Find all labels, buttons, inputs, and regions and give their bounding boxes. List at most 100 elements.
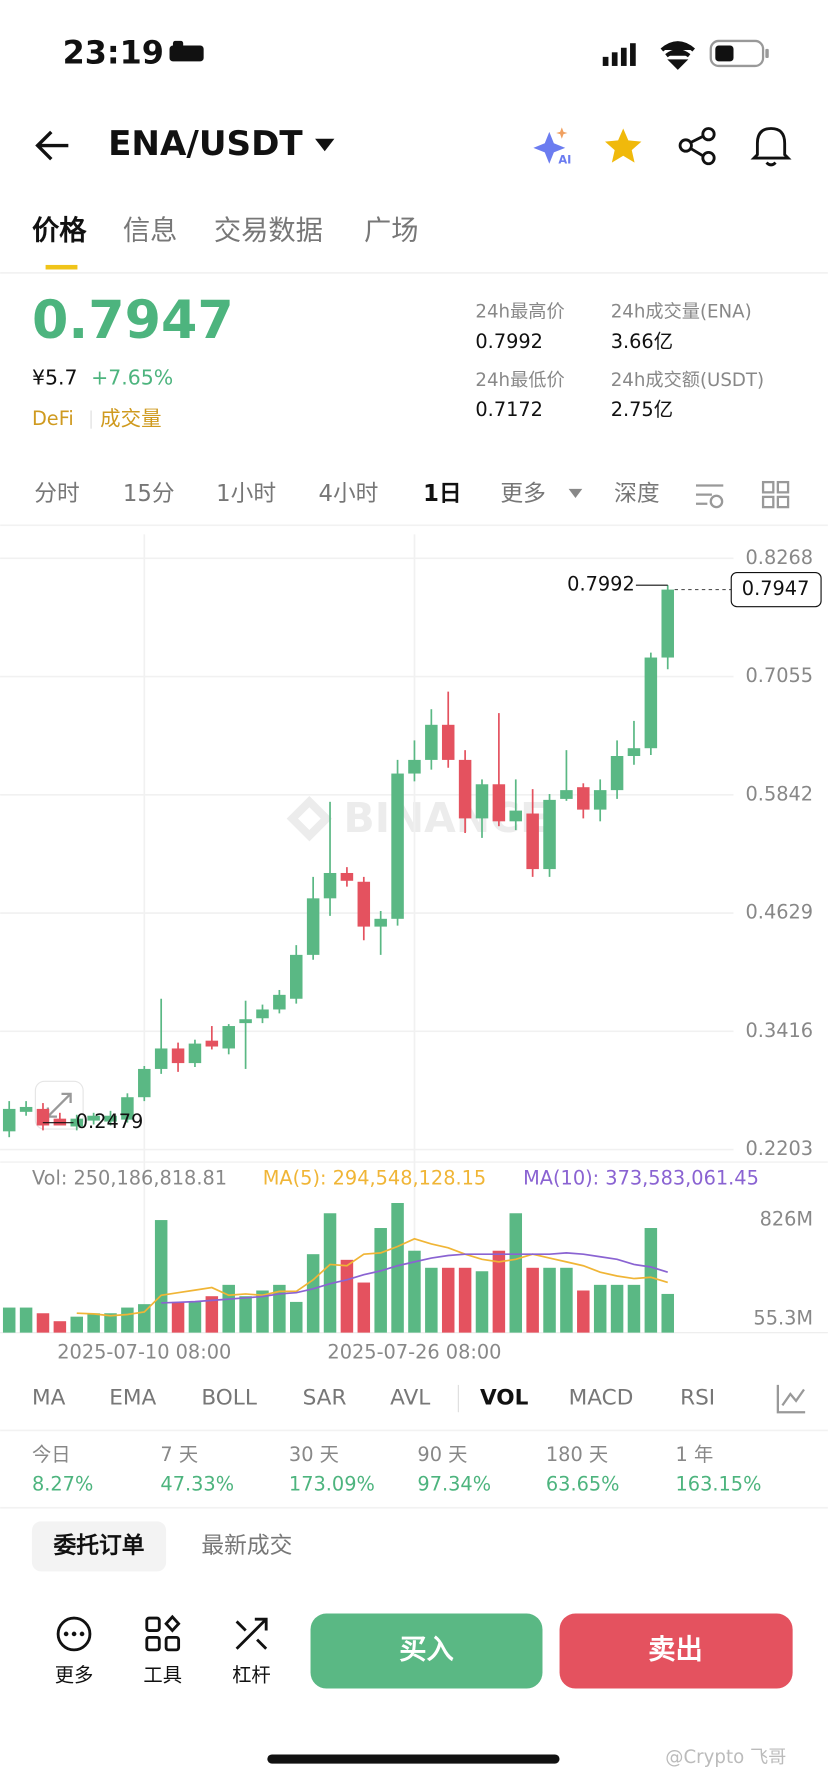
buy-button[interactable] <box>310 1613 543 1689</box>
x-tick-label: 2025-07-26 08:00 <box>327 1341 501 1364</box>
more-icon[interactable] <box>56 1616 92 1652</box>
candle-body <box>36 1108 50 1126</box>
interval[interactable]: 更多 <box>500 481 545 507</box>
volume-bar <box>121 1307 134 1333</box>
y-tick-label: 0.4629 <box>746 901 814 924</box>
interval[interactable]: 分时 <box>34 481 79 507</box>
chart-settings-icon[interactable] <box>695 484 724 509</box>
indicator-tab[interactable]: AVL <box>390 1386 430 1411</box>
volume-bar <box>441 1267 455 1333</box>
volume-bar <box>273 1284 286 1333</box>
candle-body <box>492 784 506 822</box>
status-time: 23:19 <box>63 34 164 72</box>
volume-bar <box>2 1307 16 1333</box>
tools-icon[interactable] <box>145 1616 161 1632</box>
volume-bar <box>340 1259 354 1333</box>
interval[interactable]: 1日 <box>423 481 462 507</box>
volume-bar <box>509 1213 523 1333</box>
texts: 23:19 ENA/USDT 价格 信息 交易数据 广场 0.7947 ¥5.7 +7.65% D… <box>32 34 786 1768</box>
back-button[interactable] <box>35 130 69 161</box>
candle-body <box>526 813 539 870</box>
price-change: +7.65% <box>91 366 173 390</box>
share-node <box>678 138 693 153</box>
volume-bar <box>239 1296 252 1333</box>
volume-bar <box>205 1296 219 1333</box>
candle-body <box>543 799 556 870</box>
tab[interactable]: 价格 <box>32 215 87 246</box>
volume-bar <box>374 1228 387 1333</box>
layout-icon[interactable] <box>761 480 790 509</box>
indicator-tab[interactable]: MACD <box>569 1386 634 1411</box>
order-tab[interactable]: 最新成交 <box>201 1533 292 1559</box>
candle-body <box>87 1115 100 1121</box>
action-label[interactable]: 更多 <box>55 1664 94 1687</box>
indicator-tab[interactable]: RSI <box>680 1386 715 1411</box>
candle-body <box>475 784 489 819</box>
interval[interactable]: 15分 <box>123 481 175 507</box>
indicator-tab[interactable]: EMA <box>109 1386 156 1411</box>
indicator-tab[interactable]: MA <box>32 1386 66 1411</box>
period-label: 今日 <box>32 1443 71 1466</box>
tab[interactable]: 信息 <box>123 215 178 246</box>
leverage-icon[interactable] <box>235 1617 268 1650</box>
cny-price: ¥5.7 <box>32 366 78 390</box>
pair-dropdown[interactable] <box>315 138 335 152</box>
stat-value: 3.66亿 <box>611 330 673 353</box>
volume-bar <box>425 1267 438 1333</box>
action-label[interactable]: 杠杆 <box>232 1664 271 1687</box>
y-tick-label: 0.3416 <box>746 1019 814 1042</box>
buy-label[interactable]: 买入 <box>399 1635 454 1666</box>
indicator-tab[interactable]: BOLL <box>201 1386 257 1411</box>
settings-gear <box>709 494 724 509</box>
volume-bar <box>610 1284 624 1333</box>
candle-body <box>323 872 337 899</box>
period-label: 180 天 <box>546 1443 608 1466</box>
order-tab-active[interactable] <box>31 1521 167 1572</box>
volume-bar <box>577 1290 590 1333</box>
volume-bar <box>87 1313 100 1333</box>
pair-title[interactable]: ENA/USDT <box>108 124 303 164</box>
sell-button[interactable] <box>559 1613 793 1689</box>
volume-bar <box>222 1284 235 1333</box>
stat-label: 24h成交量(ENA) <box>611 302 752 323</box>
last-price-label: 0.7947 <box>742 577 810 600</box>
volume-bar <box>138 1304 151 1333</box>
action-label[interactable]: 工具 <box>143 1664 182 1687</box>
ai-badge: AI <box>558 152 571 166</box>
tab[interactable]: 广场 <box>364 215 419 246</box>
period-label: 30 天 <box>289 1443 339 1466</box>
favorite-star[interactable] <box>605 128 642 163</box>
sell-label[interactable]: 卖出 <box>648 1635 703 1666</box>
tag[interactable]: 成交量 <box>100 407 161 431</box>
candle-body <box>509 810 523 822</box>
candle-body <box>273 994 286 1010</box>
stat-label: 24h最高价 <box>475 302 564 323</box>
tab[interactable]: 交易数据 <box>214 215 323 246</box>
interval[interactable]: 1小时 <box>216 481 276 507</box>
order-tab[interactable]: 委托订单 <box>53 1533 145 1559</box>
indicator-tab[interactable]: SAR <box>303 1386 347 1411</box>
interval[interactable]: 深度 <box>614 481 659 507</box>
indicator-tab[interactable]: VOL <box>480 1386 529 1411</box>
period-label: 1 年 <box>676 1443 714 1466</box>
candle-body <box>154 1048 168 1069</box>
ai-icon[interactable]: AI <box>533 127 571 166</box>
alert-bell[interactable] <box>750 127 792 167</box>
candle-body <box>374 918 387 927</box>
layout-cell <box>776 480 790 494</box>
home-indicator <box>267 1754 560 1764</box>
interval[interactable]: 4小时 <box>318 481 378 507</box>
ma5-label: MA(5): 294,548,128.15 <box>263 1167 486 1190</box>
candle-body <box>425 724 438 760</box>
share-icon[interactable] <box>678 127 716 166</box>
candle-body <box>138 1068 151 1098</box>
candle-body <box>205 1040 219 1047</box>
period-change: 97.34% <box>417 1472 491 1495</box>
volume-bar <box>70 1316 84 1333</box>
volume-bar <box>661 1293 674 1333</box>
share-node <box>701 127 716 142</box>
tag[interactable]: DeFi <box>32 407 74 430</box>
candle-body <box>53 1118 67 1126</box>
indicator-settings[interactable] <box>776 1384 806 1414</box>
